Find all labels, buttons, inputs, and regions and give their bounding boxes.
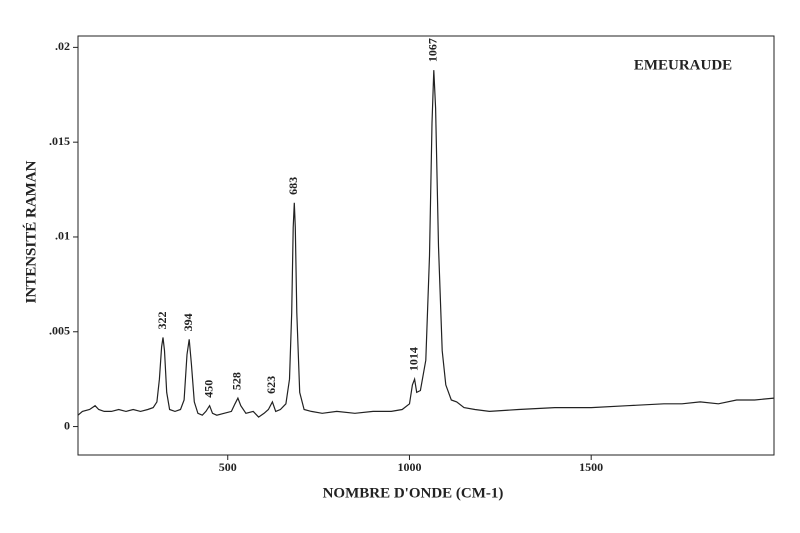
x-axis-title: NOMBRE D'ONDE (CM-1) xyxy=(323,485,504,501)
peak-label: 322 xyxy=(155,311,169,329)
chart-title: EMEURAUDE xyxy=(634,57,732,73)
plot-frame xyxy=(77,35,775,456)
peak-label: 528 xyxy=(230,372,244,390)
peak-label: 623 xyxy=(264,376,278,394)
y-tick-label: .02 xyxy=(55,39,70,53)
y-axis-title: INTENSITÉ RAMAN xyxy=(22,160,39,303)
x-tick-label: 1000 xyxy=(397,460,421,474)
peak-label: 683 xyxy=(286,177,300,195)
y-tick-label: .015 xyxy=(49,134,70,148)
peak-label: 450 xyxy=(201,380,215,398)
y-tick-label: .01 xyxy=(55,229,70,243)
peak-label: 1014 xyxy=(406,347,420,371)
peak-label: 1067 xyxy=(426,38,440,62)
y-tick-label: .005 xyxy=(49,324,70,338)
x-tick-label: 1500 xyxy=(579,460,603,474)
spectrum-line xyxy=(77,70,775,418)
peak-label: 394 xyxy=(181,313,195,331)
x-tick-label: 500 xyxy=(219,460,237,474)
y-tick-label: 0 xyxy=(64,418,70,432)
